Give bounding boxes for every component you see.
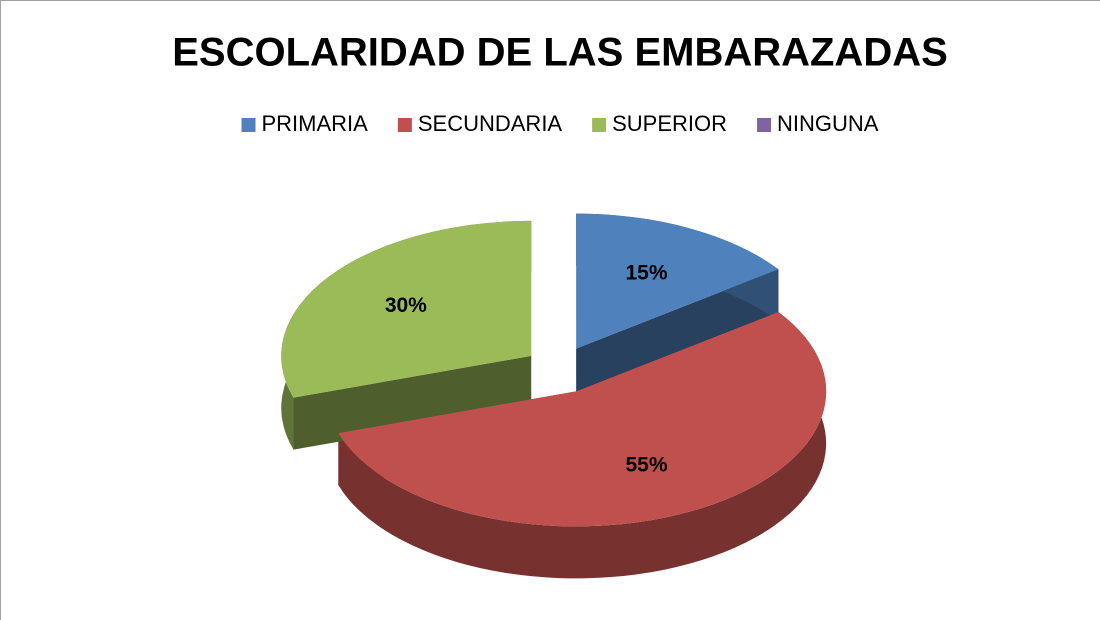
legend-label: NINGUNA — [777, 111, 879, 136]
pie-slice — [576, 213, 779, 349]
pie-slice — [281, 220, 532, 398]
legend-swatch — [397, 118, 412, 132]
slice-wall — [293, 355, 532, 450]
pie-slice — [338, 312, 827, 527]
legend-swatch — [241, 118, 256, 132]
value-label: 55% — [625, 454, 667, 477]
legend-label: SUPERIOR — [612, 111, 727, 136]
value-label: 30% — [385, 294, 427, 317]
legend-swatch — [757, 118, 772, 132]
pie-tops — [281, 213, 827, 527]
value-label: 15% — [625, 262, 667, 285]
legend-label: SECUNDARIA — [418, 111, 563, 136]
legend-label: PRIMARIA — [262, 111, 369, 136]
chart-title: ESCOLARIDAD DE LAS EMBARAZADAS — [172, 31, 948, 75]
slice-wall — [576, 269, 779, 401]
legend-swatch — [592, 118, 607, 132]
slice-side — [338, 312, 827, 579]
